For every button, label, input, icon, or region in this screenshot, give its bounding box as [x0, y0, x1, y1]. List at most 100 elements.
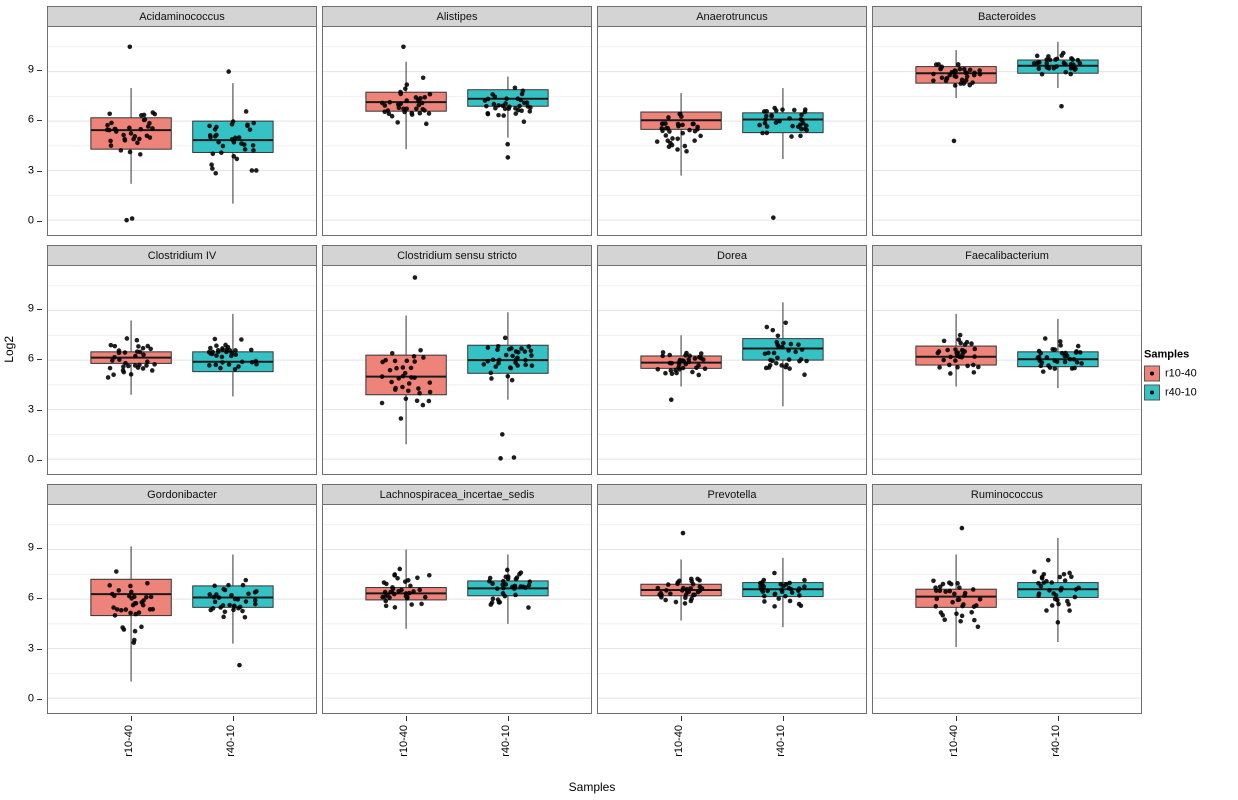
legend-key-swatch — [1144, 365, 1160, 382]
y-axis-ticks: 0 3 6 9 — [16, 245, 42, 475]
jitter-points — [1035, 336, 1084, 374]
y-tick-label: 3 — [27, 164, 34, 177]
x-tick-mark — [508, 716, 510, 721]
facet-plot-region — [872, 266, 1142, 475]
boxplot-r10-40 — [365, 549, 447, 629]
jitter-points — [105, 336, 157, 380]
x-axis-column: r10-40 r40-10 — [597, 716, 867, 772]
facet-panel: Acidaminococcus — [47, 6, 317, 236]
gridlines — [323, 524, 591, 699]
facet-plot-region — [597, 27, 867, 236]
x-axis-spacer — [16, 716, 42, 772]
legend-key-point-icon — [1150, 390, 1154, 395]
legend-entries: r10-40 r40-10 — [1144, 365, 1234, 401]
boxplot-r40-10 — [192, 83, 274, 204]
facet-plot-region — [322, 266, 592, 475]
facet-plot-region — [597, 505, 867, 714]
y-axis-title: Log2 — [2, 336, 16, 363]
x-tick-label: r10-40 — [947, 725, 960, 757]
facet-plot-region — [597, 266, 867, 475]
facet-plot-region — [872, 505, 1142, 714]
jitter-points — [107, 569, 156, 645]
facet-title: Prevotella — [597, 484, 867, 505]
legend-title: Samples — [1144, 348, 1190, 361]
boxplot-r40-10 — [467, 554, 549, 624]
boxplot-r10-40 — [90, 88, 172, 184]
x-tick-mark — [680, 716, 682, 721]
jitter-points — [207, 69, 259, 176]
gridlines — [873, 46, 1141, 221]
x-axis-column: r10-40 r40-10 — [322, 716, 592, 772]
boxplot-r40-10 — [1017, 318, 1099, 389]
legend-key-point-icon — [1150, 371, 1154, 376]
x-tick-label: r10-40 — [672, 725, 685, 757]
y-tick-mark — [37, 409, 42, 411]
facet-title: Anaerotruncus — [597, 6, 867, 27]
jitter-points — [655, 530, 705, 606]
jitter-points — [379, 275, 433, 421]
facet-plot-region — [872, 27, 1142, 236]
x-tick-mark — [955, 716, 957, 721]
x-tick-label: r40-10 — [225, 725, 238, 757]
jitter-points — [935, 332, 981, 376]
facet-plot-region — [47, 266, 317, 475]
y-tick-mark — [37, 170, 42, 172]
jitter-points — [654, 111, 703, 154]
x-tick-mark — [1058, 716, 1060, 721]
x-tick-label: r40-10 — [775, 725, 788, 757]
gridlines — [48, 285, 316, 460]
y-tick-mark — [37, 70, 42, 72]
y-tick-mark — [37, 359, 42, 361]
y-tick-mark — [37, 309, 42, 311]
jitter-points — [655, 350, 708, 403]
y-tick-label: 0 — [27, 453, 34, 466]
y-tick-mark — [37, 598, 42, 600]
facet-plot-region — [47, 27, 317, 236]
y-tick-label: 9 — [27, 63, 34, 76]
x-tick-label: r40-10 — [500, 725, 513, 757]
y-axis-ticks: 0 3 6 9 — [16, 484, 42, 714]
facet-title: Faecalibacterium — [872, 245, 1142, 266]
gridlines — [598, 285, 866, 460]
facet-panel: Alistipes — [322, 6, 592, 236]
x-tick-label: r40-10 — [1050, 725, 1063, 757]
facet-plot-region — [322, 505, 592, 714]
legend-entry: r10-40 — [1144, 365, 1234, 382]
legend-entry-label: r40-10 — [1165, 386, 1197, 399]
y-tick-label: 9 — [27, 302, 34, 315]
facet-panel: Gordonibacter — [47, 484, 317, 714]
facet-panel: Clostridium IV — [47, 245, 317, 475]
y-tick-mark — [37, 698, 42, 700]
x-axis-title: Samples — [568, 780, 616, 794]
jitter-points — [482, 85, 533, 160]
boxplot-r10-40 — [90, 320, 172, 395]
y-tick-label: 3 — [27, 403, 34, 416]
boxplot-r40-10 — [192, 313, 274, 397]
y-tick-mark — [37, 648, 42, 650]
y-tick-mark — [37, 548, 42, 550]
y-tick-label: 3 — [27, 642, 34, 655]
x-axis: r10-40 r40-10 r10-40 r40-10 r10-40 r40-10 r10-… — [16, 716, 1142, 772]
facet-panel: Prevotella — [597, 484, 867, 714]
jitter-points — [379, 44, 433, 127]
y-tick-label: 6 — [27, 113, 34, 126]
gridlines — [598, 46, 866, 221]
jitter-points — [931, 62, 983, 144]
boxplot-r10-40 — [915, 50, 997, 98]
jitter-points — [380, 566, 432, 610]
boxplot-r40-10 — [742, 88, 824, 160]
x-tick-label: r10-40 — [397, 725, 410, 757]
jitter-points — [757, 105, 810, 220]
legend-entry-label: r10-40 — [1165, 367, 1197, 380]
facet-panel: Lachnospiracea_incertae_sedis — [322, 484, 592, 714]
boxplot-r40-10 — [1017, 538, 1099, 643]
facet-grid: 0 3 6 9 Acidaminococcus Alistipes Anaerotruncu… — [16, 6, 1142, 714]
y-tick-mark — [37, 459, 42, 461]
x-tick-mark — [130, 716, 132, 721]
facet-title: Dorea — [597, 245, 867, 266]
facet-title: Clostridium IV — [47, 245, 317, 266]
y-tick-label: 6 — [27, 352, 34, 365]
facet-title: Lachnospiracea_incertae_sedis — [322, 484, 592, 505]
facet-panel: Clostridium sensu stricto — [322, 245, 592, 475]
